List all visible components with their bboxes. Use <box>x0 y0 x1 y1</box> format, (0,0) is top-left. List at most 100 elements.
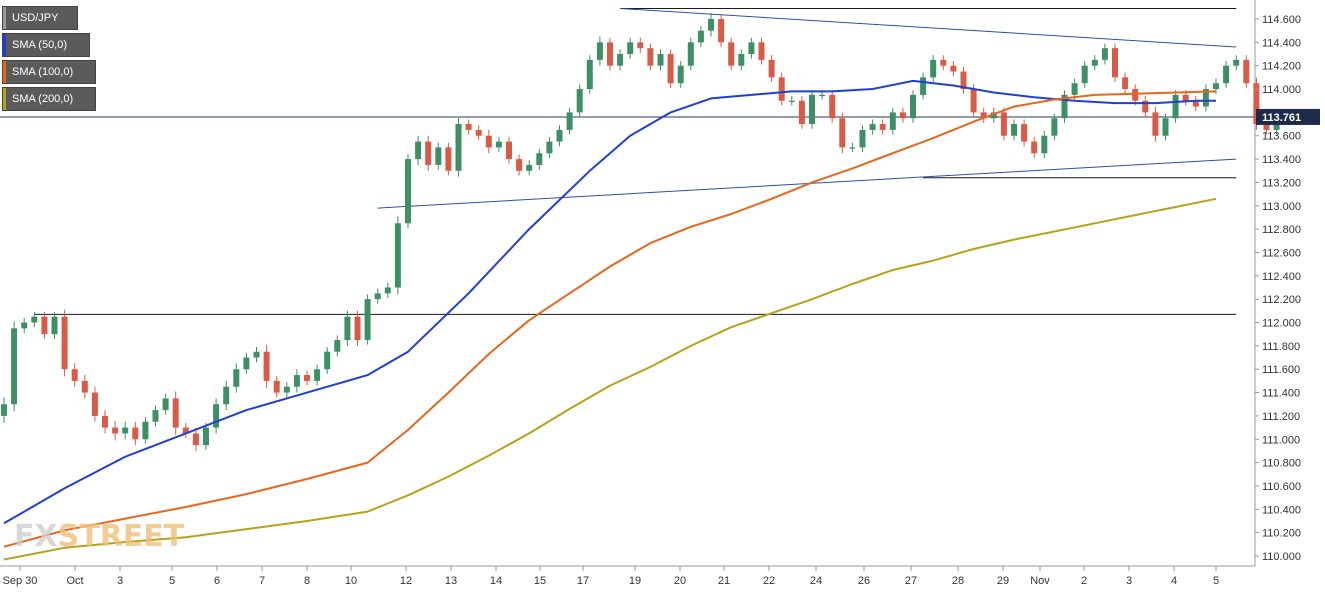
candle-body[interactable] <box>1071 83 1078 95</box>
candle-body[interactable] <box>415 141 422 160</box>
candle-body[interactable] <box>506 141 512 160</box>
candle-body[interactable] <box>1243 59 1250 84</box>
candle-body[interactable] <box>879 124 886 130</box>
candle-body[interactable] <box>354 316 361 341</box>
candle-body[interactable] <box>425 141 432 165</box>
candle-body[interactable] <box>21 322 28 329</box>
candle-body[interactable] <box>899 112 906 119</box>
candle-body[interactable] <box>748 42 755 55</box>
candle-body[interactable] <box>718 19 725 43</box>
candle-body[interactable] <box>1081 65 1088 84</box>
candle-body[interactable] <box>758 42 765 60</box>
candle-body[interactable] <box>627 42 634 55</box>
candle-body[interactable] <box>869 124 876 130</box>
candle-body[interactable] <box>829 94 836 119</box>
candle-body[interactable] <box>485 135 492 148</box>
candle-body[interactable] <box>172 398 179 428</box>
candle-body[interactable] <box>809 94 815 125</box>
candle-body[interactable] <box>51 316 58 335</box>
candle-body[interactable] <box>889 112 896 130</box>
candle-body[interactable] <box>1162 118 1169 136</box>
candle-body[interactable] <box>1 404 7 416</box>
candle-body[interactable] <box>677 65 684 84</box>
candle-body[interactable] <box>1182 94 1189 101</box>
candle-body[interactable] <box>960 71 967 90</box>
candle-body[interactable] <box>223 386 230 405</box>
candle-body[interactable] <box>768 59 775 78</box>
candle-body[interactable] <box>617 54 624 66</box>
legend-item-sma-100[interactable]: SMA (100,0) <box>2 60 96 84</box>
candle-body[interactable] <box>41 316 48 335</box>
candle-body[interactable] <box>233 369 240 387</box>
trendline[interactable] <box>620 7 1237 48</box>
candle-body[interactable] <box>546 141 553 154</box>
candle-body[interactable] <box>970 89 977 113</box>
candle-body[interactable] <box>1213 83 1219 90</box>
candle-body[interactable] <box>798 100 805 125</box>
candle-body[interactable] <box>112 427 119 434</box>
candle-body[interactable] <box>708 19 714 31</box>
candle-body[interactable] <box>1132 89 1139 101</box>
sma-line[interactable] <box>3 90 1217 548</box>
candle-body[interactable] <box>657 54 664 66</box>
candle-body[interactable] <box>142 421 149 440</box>
candle-body[interactable] <box>586 59 593 90</box>
candle-body[interactable] <box>253 351 260 358</box>
candle-body[interactable] <box>324 351 331 370</box>
candle-body[interactable] <box>31 316 38 323</box>
candle-body[interactable] <box>374 293 381 300</box>
candle-body[interactable] <box>607 42 613 66</box>
candle-body[interactable] <box>1233 59 1240 66</box>
candle-body[interactable] <box>1011 124 1017 136</box>
candle-body[interactable] <box>849 147 856 149</box>
candle-body[interactable] <box>990 112 997 119</box>
candle-body[interactable] <box>1112 48 1118 78</box>
candle-body[interactable] <box>203 427 209 446</box>
legend-item-sma-50[interactable]: SMA (50,0) <box>2 33 90 57</box>
candle-body[interactable] <box>1192 100 1199 107</box>
candle-body[interactable] <box>536 153 543 165</box>
candle-body[interactable] <box>516 159 523 171</box>
candle-body[interactable] <box>61 316 68 370</box>
candle-body[interactable] <box>304 375 310 381</box>
candle-body[interactable] <box>930 59 937 78</box>
candle-body[interactable] <box>81 380 88 393</box>
candle-body[interactable] <box>1152 112 1159 136</box>
candle-body[interactable] <box>132 427 139 440</box>
candle-body[interactable] <box>495 141 502 148</box>
candle-body[interactable] <box>334 340 341 352</box>
candle-body[interactable] <box>859 129 866 148</box>
candle-body[interactable] <box>182 427 189 434</box>
candle-body[interactable] <box>980 112 987 119</box>
candle-body[interactable] <box>384 287 391 294</box>
candle-body[interactable] <box>213 404 220 428</box>
candle-body[interactable] <box>819 94 826 97</box>
candle-body[interactable] <box>1172 94 1179 119</box>
candle-body[interactable] <box>162 398 169 411</box>
candle-body[interactable] <box>273 380 280 393</box>
candle-body[interactable] <box>1253 83 1260 125</box>
candle-body[interactable] <box>566 112 573 130</box>
candle-body[interactable] <box>1021 124 1028 142</box>
candle-body[interactable] <box>475 129 482 136</box>
candle-body[interactable] <box>263 351 270 381</box>
candle-body[interactable] <box>1101 48 1108 60</box>
candle-body[interactable] <box>344 316 351 341</box>
candle-body[interactable] <box>556 129 563 142</box>
candle-body[interactable] <box>91 392 98 416</box>
candle-body[interactable] <box>1122 77 1129 90</box>
candle-body[interactable] <box>102 415 108 428</box>
candle-body[interactable] <box>192 433 199 446</box>
sma-line[interactable] <box>3 197 1217 561</box>
candle-body[interactable] <box>1041 135 1048 154</box>
candle-body[interactable] <box>11 328 18 405</box>
candle-body[interactable] <box>1223 65 1230 84</box>
candle-body[interactable] <box>445 147 452 171</box>
candle-body[interactable] <box>1142 100 1149 113</box>
candle-body[interactable] <box>778 77 785 101</box>
legend-item-usdjpy[interactable]: USD/JPY <box>2 6 78 30</box>
candle-body[interactable] <box>940 59 947 66</box>
candle-body[interactable] <box>1263 124 1270 130</box>
candle-body[interactable] <box>526 164 533 171</box>
